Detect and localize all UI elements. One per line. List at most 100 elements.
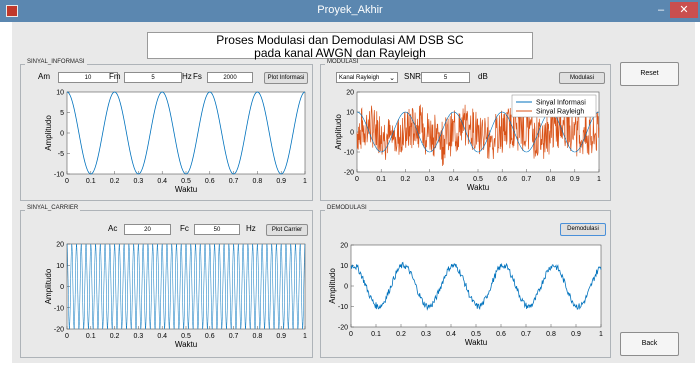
x-tick-label: 0.2 <box>110 333 120 340</box>
y-axis-label: Amplitudo <box>44 268 53 304</box>
title-bar: Proyek_Akhir – ✕ <box>0 0 700 22</box>
y-tick-label: 20 <box>346 90 354 97</box>
db-label: dB <box>478 72 488 81</box>
x-tick-label: 0.1 <box>86 333 96 340</box>
y-tick-label: 10 <box>56 263 64 270</box>
plot-informasi-button[interactable]: Plot Informasi <box>264 72 308 84</box>
fs-field[interactable]: 2000 <box>207 72 253 83</box>
y-tick-label: 20 <box>340 243 348 250</box>
y-tick-label: -20 <box>54 327 64 334</box>
y-tick-label: -10 <box>344 150 354 157</box>
y-tick-label: -20 <box>338 325 348 332</box>
app-icon <box>6 5 18 17</box>
y-tick-label: 20 <box>56 242 64 249</box>
x-tick-label: 0.7 <box>229 333 239 340</box>
fc-label: Fc <box>180 224 189 233</box>
reset-button[interactable]: Reset <box>620 62 679 86</box>
x-tick-label: 0.2 <box>396 331 406 338</box>
demodulasi-button[interactable]: Demodulasi <box>560 223 606 236</box>
snr-label: SNR <box>404 72 421 81</box>
y-tick-label: -20 <box>344 170 354 177</box>
x-tick-label: 0.9 <box>570 176 580 183</box>
y-tick-label: 0 <box>60 131 64 138</box>
snr-field[interactable]: 5 <box>421 72 470 83</box>
x-tick-label: 0 <box>355 176 359 183</box>
header-title-line2: pada kanal AWGN dan Rayleigh <box>254 46 426 60</box>
x-tick-label: 0.9 <box>276 333 286 340</box>
y-tick-label: 0 <box>60 284 64 291</box>
header-title-box: Proses Modulasi dan Demodulasi AM DSB SC… <box>147 32 533 60</box>
y-axis-label: Amplitudo <box>44 115 53 151</box>
fc-field[interactable]: 50 <box>194 224 240 235</box>
x-tick-label: 0.5 <box>181 178 191 185</box>
plot-area <box>66 243 306 330</box>
x-tick-label: 0 <box>65 333 69 340</box>
y-tick-label: -10 <box>338 304 348 311</box>
x-tick-label: 0.4 <box>157 333 167 340</box>
x-tick-label: 0.6 <box>205 333 215 340</box>
x-tick-label: 1 <box>597 176 601 183</box>
x-tick-label: 0.5 <box>473 176 483 183</box>
x-tick-label: 0.4 <box>449 176 459 183</box>
x-axis-label: Waktu <box>175 185 197 194</box>
x-tick-label: 0.3 <box>425 176 435 183</box>
x-tick-label: 0.2 <box>401 176 411 183</box>
x-tick-label: 0.6 <box>496 331 506 338</box>
y-tick-label: 10 <box>340 263 348 270</box>
x-tick-label: 0.1 <box>376 176 386 183</box>
x-tick-label: 1 <box>303 178 307 185</box>
header-title-line1: Proses Modulasi dan Demodulasi AM DSB SC <box>216 33 464 47</box>
x-tick-label: 0 <box>349 331 353 338</box>
x-tick-label: 0.3 <box>134 178 144 185</box>
x-axis-label: Waktu <box>175 340 197 349</box>
x-tick-label: 0.1 <box>86 178 96 185</box>
x-tick-label: 0.2 <box>110 178 120 185</box>
fm-field[interactable]: 5 <box>124 72 182 83</box>
am-label: Am <box>38 72 50 81</box>
chevron-down-icon: ⌄ <box>389 75 395 82</box>
x-tick-label: 0.4 <box>446 331 456 338</box>
modulasi-rayleigh-line <box>356 102 600 166</box>
x-tick-label: 0.9 <box>276 178 286 185</box>
legend-label: Sinyal Rayleigh <box>536 109 584 116</box>
x-tick-label: 0 <box>65 178 69 185</box>
x-tick-label: 0.9 <box>571 331 581 338</box>
carrier-hz-label: Hz <box>246 224 256 233</box>
x-tick-label: 0.8 <box>253 333 263 340</box>
y-tick-label: -10 <box>54 172 64 179</box>
legend-label: Sinyal Informasi <box>536 100 586 107</box>
x-tick-label: 0.7 <box>521 331 531 338</box>
demodulasi-panel-title: DEMODULASI <box>325 205 369 211</box>
ac-field[interactable]: 20 <box>124 224 171 235</box>
am-field[interactable]: 10 <box>58 72 118 83</box>
y-tick-label: 10 <box>56 90 64 97</box>
x-axis-label: Waktu <box>465 338 487 347</box>
close-button[interactable]: ✕ <box>670 2 698 18</box>
x-tick-label: 0.5 <box>181 333 191 340</box>
y-tick-label: 10 <box>346 110 354 117</box>
plot-carrier-button[interactable]: Plot Carrier <box>266 224 308 236</box>
y-tick-label: -10 <box>54 305 64 312</box>
ac-label: Ac <box>108 224 118 233</box>
y-tick-label: 0 <box>350 130 354 137</box>
info-panel-title: SINYAL_INFORMASI <box>25 59 87 65</box>
back-button[interactable]: Back <box>620 332 679 356</box>
x-tick-label: 1 <box>303 333 307 340</box>
modulasi-panel-title: MODULASI <box>325 59 361 65</box>
carrier-signal-line <box>66 243 306 330</box>
channel-select[interactable]: Kanal Rayleigh ⌄ <box>336 72 398 83</box>
legend-box <box>511 94 597 118</box>
x-tick-label: 0.8 <box>546 331 556 338</box>
channel-select-value: Kanal Rayleigh <box>339 75 380 81</box>
y-tick-label: 5 <box>60 110 64 117</box>
carrier-panel-title: SINYAL_CARRIER <box>25 205 81 211</box>
y-tick-label: 0 <box>344 284 348 291</box>
modulasi-button[interactable]: Modulasi <box>559 72 605 84</box>
hz-label: Hz <box>182 72 192 81</box>
minimize-button[interactable]: – <box>657 4 665 16</box>
x-tick-label: 0.8 <box>546 176 556 183</box>
